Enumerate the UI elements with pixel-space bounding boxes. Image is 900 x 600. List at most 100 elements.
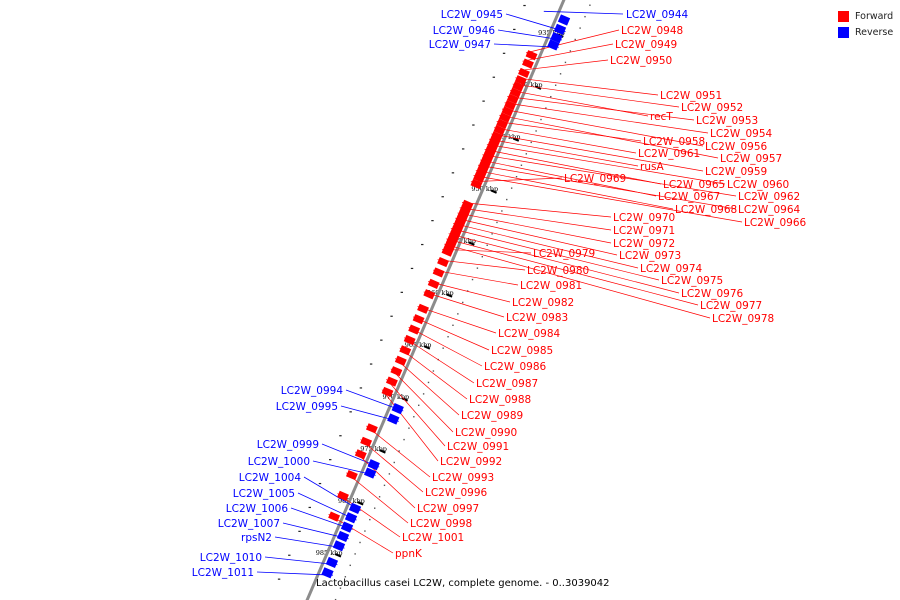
forward-gene-label: LC2W_0950: [610, 55, 672, 67]
forward-label-line: [496, 121, 642, 142]
track-dash: [369, 363, 373, 365]
forward-gene-label: LC2W_0992: [440, 456, 502, 468]
reverse-gene-label: LC2W_0945: [441, 9, 503, 21]
track-dot: [589, 4, 591, 6]
forward-label-line: [403, 337, 475, 384]
track-dot: [535, 130, 537, 132]
forward-gene-mark: [385, 376, 398, 387]
forward-label-line: [448, 233, 680, 294]
forward-label-line: [512, 83, 680, 108]
track-dot: [383, 484, 386, 487]
tick-marks: 935 kbp 940 kbp 945 kbp 950 kbp 955 kbp 960 k…: [316, 29, 565, 558]
track-dot: [359, 541, 361, 544]
forward-gene-label: LC2W_0988: [469, 394, 531, 406]
track-dot: [427, 381, 430, 384]
forward-gene-mark: [482, 151, 494, 163]
track-dot: [447, 336, 449, 338]
track-dot: [374, 507, 376, 509]
reverse-gene-mark: [336, 530, 350, 543]
tick-mark: [468, 241, 475, 246]
track-dash: [441, 196, 444, 198]
track-dot: [550, 95, 552, 98]
forward-gene-mark: [423, 289, 436, 300]
reverse-gene-label: LC2W_0946: [433, 25, 496, 37]
forward-gene-mark: [501, 106, 514, 117]
track-dot: [525, 153, 528, 155]
track-dot: [515, 175, 518, 178]
forward-gene-mark: [461, 199, 474, 210]
reverse-gene-mark: [391, 403, 404, 415]
track-dash: [318, 482, 322, 485]
forward-gene-label: LC2W_0993: [432, 472, 494, 484]
forward-gene-mark: [475, 167, 488, 178]
forward-label-line: [525, 29, 620, 54]
forward-label-line: [457, 212, 612, 244]
forward-gene-mark: [457, 210, 469, 221]
track-dot: [486, 244, 488, 246]
forward-gene-mark: [486, 141, 499, 152]
track-dot: [510, 187, 513, 189]
forward-gene-label: LC2W_0961: [638, 148, 700, 160]
track-dot: [466, 290, 469, 292]
forward-label-line: [489, 138, 639, 167]
forward-gene-label: LC2W_0998: [410, 518, 472, 530]
forward-gene-label: LC2W_0965: [663, 179, 725, 191]
forward-gene-mark: [488, 136, 501, 147]
forward-gene-mark: [360, 436, 373, 447]
forward-gene-mark: [512, 81, 525, 92]
legend: Forward Reverse: [838, 8, 893, 40]
forward-gene-label: LC2W_0978: [712, 313, 774, 325]
reverse-gene-label: LC2W_1005: [233, 488, 295, 500]
track-dash: [523, 4, 526, 7]
reverse-gene-mark: [364, 467, 377, 479]
forward-gene-mark: [514, 75, 527, 86]
track-dot: [393, 461, 395, 464]
forward-gene-label: LC2W_0968: [675, 204, 737, 216]
legend-forward: Forward: [838, 8, 893, 24]
track-dot: [559, 73, 562, 75]
track-dash: [431, 220, 434, 222]
track-dash: [410, 267, 414, 270]
reverse-gene-mark: [340, 521, 354, 533]
forward-label-line: [355, 451, 416, 509]
track-dot: [481, 256, 484, 258]
track-dash: [502, 52, 506, 54]
tick-mark: [335, 553, 342, 558]
forward-label-line: [480, 159, 657, 197]
reverse-gene-mark: [321, 567, 334, 579]
legend-reverse-label: Reverse: [855, 26, 894, 38]
forward-gene-mark: [459, 204, 472, 216]
track-dot: [442, 347, 444, 349]
tick-mark: [357, 501, 364, 506]
forward-label-line: [423, 291, 505, 318]
reverse-gene-label: LC2W_1007: [218, 518, 280, 530]
forward-label-line: [428, 281, 511, 303]
forward-gene-mark: [328, 511, 341, 522]
track-dot: [432, 370, 435, 372]
forward-gene-mark: [403, 334, 416, 346]
forward-label-line: [408, 326, 483, 367]
reverse-gene-label: LC2W_0944: [626, 9, 689, 21]
forward-gene-label: LC2W_0973: [619, 250, 681, 262]
tick-label: 945 kbp: [494, 133, 521, 141]
track-dot: [540, 118, 542, 121]
tick-label: 960 kbp: [427, 289, 454, 297]
tick-mark: [446, 293, 453, 298]
forward-gene-label: LC2W_0987: [476, 378, 538, 390]
forward-gene-label: LC2W_0958: [643, 136, 705, 148]
forward-gene-mark: [496, 118, 509, 129]
track-dash: [380, 339, 383, 341]
reverse-gene-label: LC2W_0994: [281, 385, 344, 397]
track-dot: [564, 61, 567, 64]
forward-label-line: [475, 169, 674, 210]
track-dash: [308, 506, 311, 509]
forward-gene-label: LC2W_0969: [564, 173, 626, 185]
forward-gene-label: LC2W_0949: [615, 39, 677, 51]
forward-gene-mark: [337, 490, 349, 501]
forward-gene-label: LC2W_0979: [533, 248, 595, 260]
forward-label-line: [486, 143, 726, 185]
forward-gene-label: rusA: [640, 161, 664, 173]
reverse-gene-label: LC2W_1010: [200, 552, 262, 564]
forward-gene-label: LC2W_0962: [738, 191, 800, 203]
forward-gene-label: LC2W_0967: [658, 191, 720, 203]
